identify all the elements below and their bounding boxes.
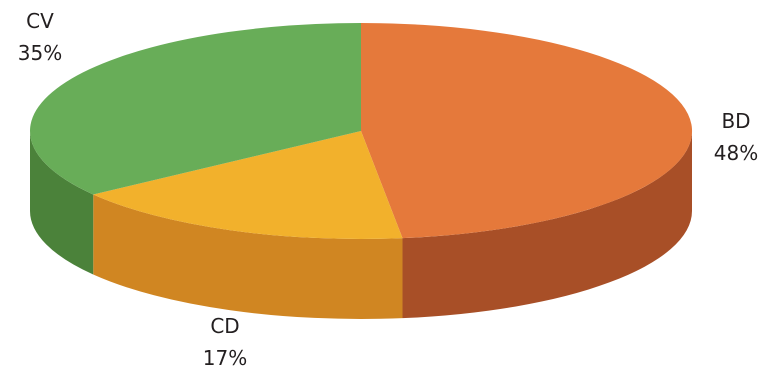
pie-slice-cv	[30, 23, 361, 195]
pie-side-cv	[30, 131, 94, 275]
pie-slice-cd	[93, 131, 403, 240]
pie-side-bd	[402, 131, 692, 319]
pie-sides	[30, 131, 692, 320]
slice-value-cv: 35%	[18, 41, 62, 65]
slice-value-cd: 17%	[203, 346, 247, 370]
slice-label-cv: CV	[26, 9, 54, 33]
pie-slices	[30, 23, 693, 240]
pie-slice-bd	[361, 23, 693, 239]
slice-label-cd: CD	[210, 314, 239, 338]
pie-side-cd	[93, 194, 403, 320]
slice-value-bd: 48%	[714, 141, 758, 165]
slice-label-bd: BD	[721, 109, 750, 133]
pie-labels: BD 48% CD 17% CV 35%	[18, 9, 758, 370]
